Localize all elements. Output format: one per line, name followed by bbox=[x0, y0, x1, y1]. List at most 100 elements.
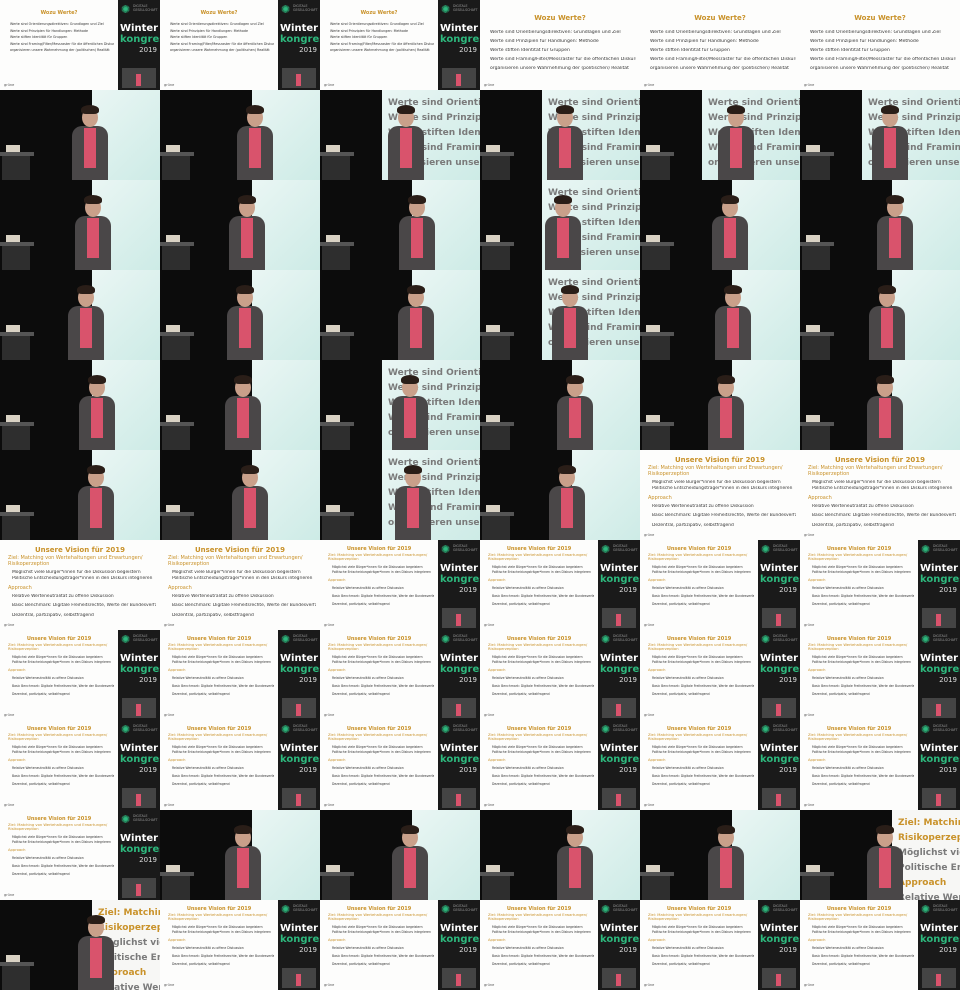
slide-footer-logo: grüne bbox=[4, 83, 15, 87]
camera-inset bbox=[282, 68, 316, 88]
speaker bbox=[863, 824, 907, 900]
kongress-label: kongress bbox=[440, 754, 480, 765]
water-glasses bbox=[486, 145, 500, 152]
lectern bbox=[320, 152, 354, 156]
slide-bullet: Werte stiften Identität für Gruppen bbox=[330, 35, 388, 39]
water-glasses bbox=[646, 865, 660, 872]
slide-approach: Approach bbox=[648, 495, 672, 501]
year-label: 2019 bbox=[779, 586, 797, 594]
slide-footer-logo: grüne bbox=[644, 983, 655, 987]
water-glasses bbox=[326, 505, 340, 512]
year-label: 2019 bbox=[139, 46, 157, 54]
speaker bbox=[873, 194, 917, 270]
slide-bullet: Dezentral, partizipativ, selbstfragend bbox=[492, 692, 550, 697]
lectern bbox=[800, 242, 834, 246]
slide-bullet: Dezentral, partizipativ, selbstfragend bbox=[652, 692, 710, 697]
camera-inset bbox=[762, 698, 796, 718]
slide-bullet: Werte stiften Identität für Gruppen bbox=[650, 48, 730, 53]
video-frame-thumbnail: Ziel: Matching Risikoperzeption Möglichst … bbox=[0, 900, 160, 990]
slide-goal: Ziel: Matching von Wertehaltungen und Er… bbox=[168, 913, 268, 922]
slide-title: Unsere Vision für 2019 bbox=[186, 906, 252, 912]
speaker bbox=[543, 104, 587, 180]
lectern bbox=[320, 872, 354, 876]
video-frame-thumbnail: Ziel: Matching Risikoperzeption Möglichst … bbox=[800, 810, 960, 900]
digiges-logo-icon: ✺ bbox=[761, 633, 771, 646]
slide-bullet: Dezentral, partizipativ, selbstfragend bbox=[332, 782, 390, 787]
water-glasses bbox=[166, 235, 180, 242]
slide-bullet: Werte sind Framing/Filter/Messraster für… bbox=[10, 41, 114, 46]
slide-footer-logo: grüne bbox=[804, 83, 815, 87]
kongress-label: kongress bbox=[760, 934, 800, 945]
org-name: DIGITALE GESELLSCHAFT bbox=[293, 634, 318, 642]
video-frame-thumbnail: Unsere Vision für 2019 Ziel: Matching von… bbox=[640, 900, 800, 990]
slide-title: Unsere Vision für 2019 bbox=[186, 636, 252, 642]
slide-bullet: Möglichst viele Bürger*innen für die Dis… bbox=[172, 745, 263, 749]
org-name: DIGITALE GESELLSCHAFT bbox=[133, 724, 158, 732]
video-frame-thumbnail bbox=[320, 270, 480, 360]
slide-bullet: Basic Benchmark: Digitale Freiheitsrecht… bbox=[332, 954, 434, 959]
slide-bullet: Politische Entscheidungsträger*innen in … bbox=[492, 749, 591, 754]
kongress-label: kongress bbox=[600, 574, 640, 585]
lectern bbox=[640, 422, 674, 426]
video-frame-thumbnail bbox=[640, 810, 800, 900]
slide-title: Unsere Vision für 2019 bbox=[26, 726, 92, 732]
kongress-label: kongress bbox=[280, 664, 320, 675]
year-label: 2019 bbox=[139, 676, 157, 684]
slide-approach: Approach bbox=[328, 758, 346, 762]
digiges-logo-icon: ✺ bbox=[441, 723, 451, 736]
video-frame-thumbnail bbox=[0, 90, 160, 180]
video-frame-thumbnail bbox=[320, 180, 480, 270]
org-name: DIGITALE GESELLSCHAFT bbox=[613, 634, 638, 642]
speaker bbox=[714, 104, 758, 180]
winter-label: Winter bbox=[760, 653, 799, 664]
org-name: DIGITALE GESELLSCHAFT bbox=[773, 724, 798, 732]
slide-title: Unsere Vision für 2019 bbox=[666, 546, 732, 552]
slide-title: Unsere Vision für 2019 bbox=[826, 636, 892, 642]
lectern bbox=[480, 872, 514, 876]
lectern bbox=[640, 872, 674, 876]
slide-bullet: Werte sind Prinzipien für Handlungen: Me… bbox=[10, 28, 88, 33]
branding-panel: ✺DIGITALE GESELLSCHAFT Winterkongress2019 bbox=[758, 540, 800, 630]
water-glasses bbox=[166, 415, 180, 422]
slide-bullet: Relative Werteneutralität zu offene Disk… bbox=[652, 586, 724, 590]
slide-bullet: Basic Benchmark: Digitale Freiheitsrecht… bbox=[492, 594, 594, 599]
slide-bullet: Relative Werteneutralität zu offene Disk… bbox=[652, 676, 724, 680]
water-glasses bbox=[6, 955, 20, 962]
slide-bullet: Möglichst viele Bürger*innen für die Dis… bbox=[492, 925, 583, 929]
slide-footer-logo: grüne bbox=[324, 623, 335, 627]
slide-title: Unsere Vision für 2019 bbox=[674, 456, 766, 464]
slide-bullet: Basic Benchmark: Digitale Freiheitsrecht… bbox=[652, 513, 796, 519]
slide-title: Unsere Vision für 2019 bbox=[666, 636, 732, 642]
winter-label: Winter bbox=[120, 653, 159, 664]
slide-title: Unsere Vision für 2019 bbox=[834, 456, 926, 464]
winter-label: Winter bbox=[600, 923, 639, 934]
slide-footer-logo: grüne bbox=[324, 983, 335, 987]
camera-inset bbox=[282, 788, 316, 808]
slide-bullet: Relative Werteneutralität zu offene Disk… bbox=[812, 504, 914, 509]
screen-text: Werte stiften Identität für Gru bbox=[388, 488, 480, 498]
camera-inset bbox=[442, 608, 476, 628]
screen-text: Ziel: Matching bbox=[98, 908, 160, 918]
screen-text: Werte sind Prinzipien für Hand bbox=[548, 293, 640, 303]
slide-bullet: Dezentral, partizipativ, selbstfragend bbox=[172, 782, 230, 787]
slide-footer-logo: grüne bbox=[164, 83, 175, 87]
speaker bbox=[545, 464, 589, 540]
screen-text: Werte sind Framing/Filter/Mess bbox=[388, 143, 480, 153]
branding-panel: ✺DIGITALE GESELLSCHAFT Winterkongress2019 bbox=[598, 630, 640, 720]
lectern bbox=[0, 242, 34, 246]
video-frame-thumbnail: Unsere Vision für 2019 Ziel: Matching von… bbox=[640, 540, 800, 630]
winter-label: Winter bbox=[280, 743, 319, 754]
screen-text: Werte sind Framing/Filter/Mess bbox=[548, 233, 640, 243]
year-label: 2019 bbox=[459, 46, 477, 54]
camera-inset bbox=[922, 698, 956, 718]
screen-text: organisieren unsere Wahrne bbox=[708, 158, 800, 168]
slide-bullet: Dezentral, partizipativ, selbstfragend bbox=[12, 612, 94, 618]
camera-inset bbox=[602, 608, 636, 628]
kongress-label: kongress bbox=[760, 574, 800, 585]
slide-bullet: Basic Benchmark: Digitale Freiheitsrecht… bbox=[172, 603, 316, 609]
screen-text: Werte sind Orientierungsdirek bbox=[388, 98, 480, 108]
screen-text: Werte sind Prinzipien für Hand bbox=[548, 203, 640, 213]
slide-title: Unsere Vision für 2019 bbox=[826, 546, 892, 552]
video-frame-thumbnail: Unsere Vision für 2019 Ziel: Matching von… bbox=[800, 540, 960, 630]
slide-bullet: organisieren unsere Wahrnehmung der (pol… bbox=[10, 48, 110, 52]
